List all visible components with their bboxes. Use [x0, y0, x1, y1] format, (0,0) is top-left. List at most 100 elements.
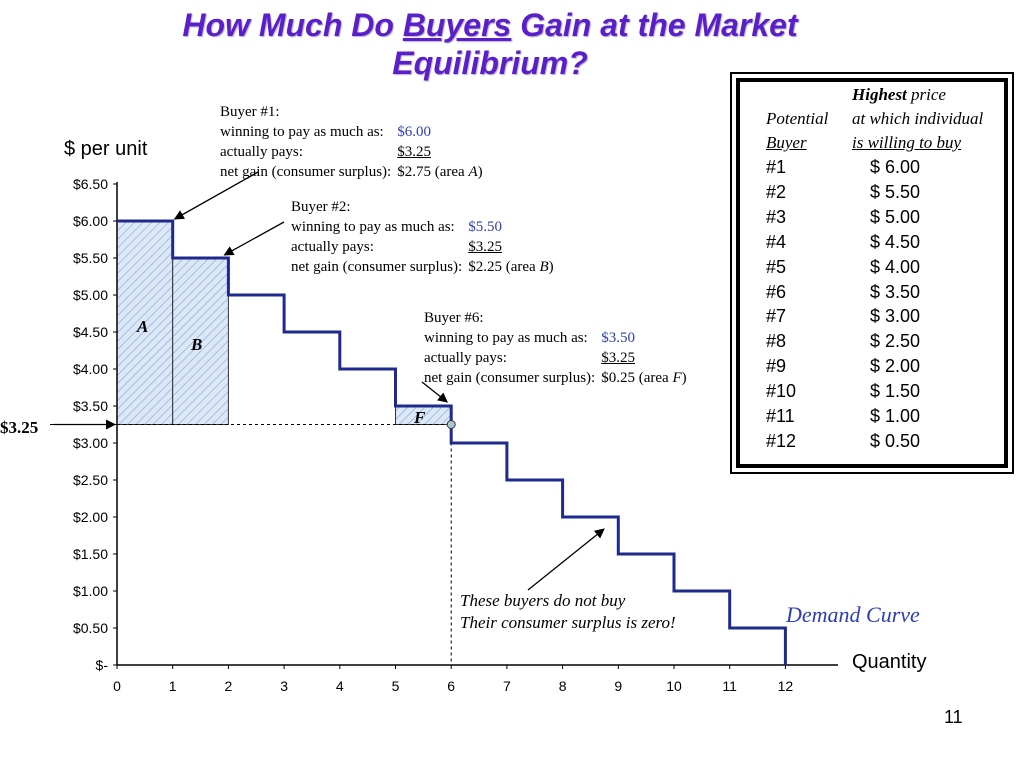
y-tick-label: $5.00 — [73, 287, 108, 303]
x-axis-label: Quantity — [852, 651, 927, 673]
buyer-6-pays-value: $3.25 — [601, 350, 635, 366]
non-buyers-arrow — [527, 528, 605, 591]
x-tick-label: 7 — [503, 678, 511, 694]
page-number: 11 — [944, 707, 963, 727]
legend-price-4: $ 4.50 — [870, 231, 921, 252]
legend-buyer-11: #11 — [766, 406, 795, 426]
buyer-6-gain-value: $0.25 (area — [601, 370, 673, 386]
buyer-1-heading: Buyer #1: — [220, 104, 280, 120]
x-tick-label: 3 — [280, 678, 288, 694]
title-part2: Gain at the Market — [511, 7, 798, 43]
y-tick-label: $2.50 — [73, 472, 108, 488]
area-label-b: B — [191, 335, 203, 354]
legend-buyer-6: #6 — [766, 281, 787, 302]
buyer-6-note: Buyer #6: winning to pay as much as: $3.5… — [424, 308, 693, 388]
y-tick-label: $3.50 — [73, 398, 108, 414]
x-tick-label: 11 — [722, 678, 737, 694]
legend-price-11: $ 1.00 — [870, 406, 921, 426]
x-tick-label: 8 — [559, 678, 567, 694]
y-tick-label: $3.00 — [73, 435, 108, 451]
legend-price-8: $ 2.50 — [870, 331, 921, 352]
equilibrium-price-label: $3.25 — [0, 418, 39, 437]
legend-buyer-5: #5 — [766, 256, 787, 277]
legend-price-12: $ 0.50 — [870, 430, 921, 451]
buyer-1-willing-label: winning to pay as much as: — [220, 124, 384, 140]
legend-header-price: price — [906, 85, 946, 104]
x-tick-label: 6 — [447, 678, 455, 694]
legend-buyer-2: #2 — [766, 181, 787, 202]
legend-table — [730, 72, 1014, 474]
legend-price-6: $ 3.50 — [870, 281, 921, 302]
legend-header-price-line1: Highest price — [852, 83, 946, 107]
x-tick-label: 0 — [113, 678, 121, 694]
demand-curve — [117, 219, 787, 665]
non-buyers-note: These buyers do not buy Their consumer s… — [460, 590, 676, 634]
legend-buyer-10: #10 — [766, 381, 797, 402]
legend-header-price-line3: is willing to buy — [852, 133, 962, 152]
x-tick-label: 9 — [614, 678, 622, 694]
buyer-6-pays-label: actually pays: — [424, 350, 507, 366]
legend-price-7: $ 3.00 — [870, 306, 921, 327]
x-tick-label: 1 — [169, 678, 177, 694]
x-tick-label: 2 — [225, 678, 233, 694]
legend-buyer-12: #12 — [766, 430, 797, 451]
buyer-1-arrow — [173, 171, 259, 220]
buyer-2-arrow — [223, 221, 285, 256]
x-tick-label: 5 — [392, 678, 400, 694]
buyer-1-willing-value: $6.00 — [397, 124, 431, 140]
equilibrium-point — [446, 420, 456, 429]
buyer-1-gain-label: net gain (consumer surplus): — [220, 164, 392, 180]
buyer-1-gain-area: A — [468, 164, 478, 180]
y-tick-label: $5.50 — [73, 250, 108, 266]
buyer-2-willing-label: winning to pay as much as: — [291, 219, 455, 235]
legend-buyer-3: #3 — [766, 206, 787, 227]
buyer-1-pays-value: $3.25 — [397, 144, 431, 160]
slide-title: How Much Do Buyers Gain at the Market Eq… — [130, 6, 850, 82]
non-buyers-line-1: These buyers do not buy — [460, 591, 626, 610]
x-tick-label: 12 — [778, 678, 794, 694]
legend-buyer-4: #4 — [766, 231, 787, 252]
legend-header-highest: Highest — [852, 85, 907, 104]
buyer-2-gain-label: net gain (consumer surplus): — [291, 259, 463, 275]
y-tick-label: $1.00 — [73, 583, 108, 599]
buyer-2-willing-value: $5.50 — [468, 219, 502, 235]
legend-header-buyer: Buyer — [766, 133, 807, 152]
x-tick-label: 10 — [666, 678, 682, 694]
y-tick-label: $- — [96, 657, 109, 673]
legend-price-5: $ 4.00 — [870, 256, 921, 277]
legend-header-price-line2: at which individual — [852, 109, 984, 128]
non-buyers-line-2: Their consumer surplus is zero! — [460, 613, 676, 632]
legend-buyer-8: #8 — [766, 331, 787, 352]
area-label-f: F — [414, 408, 426, 427]
buyer-6-willing-label: winning to pay as much as: — [424, 330, 588, 346]
y-tick-label: $0.50 — [73, 620, 108, 636]
buyer-2-heading: Buyer #2: — [291, 199, 351, 215]
title-line2: Equilibrium? — [392, 45, 588, 81]
legend-header-potential: Potential — [766, 109, 829, 128]
buyer-6-willing-value: $3.50 — [601, 330, 635, 346]
y-tick-label: $6.00 — [73, 213, 108, 229]
legend-price-1: $ 6.00 — [870, 157, 921, 177]
buyer-1-gain-value: $2.75 (area — [397, 164, 469, 180]
y-axis-label: $ per unit — [64, 138, 148, 160]
buyer-2-pays-label: actually pays: — [291, 239, 374, 255]
buyer-2-pays-value: $3.25 — [468, 239, 502, 255]
y-tick-label: $6.50 — [73, 176, 108, 192]
title-underlined: Buyers — [402, 7, 512, 43]
x-tick-label: 4 — [336, 678, 344, 694]
buyer-6-gain-area: F — [672, 370, 682, 386]
legend-buyer-1: #1 — [766, 157, 787, 177]
buyer-6-gain-close: ) — [681, 370, 687, 386]
legend-price-3: $ 5.00 — [870, 206, 921, 227]
y-tick-label: $1.50 — [73, 546, 108, 562]
y-tick-label: $4.00 — [73, 361, 108, 377]
buyer-1-gain-close: ) — [477, 164, 483, 180]
surplus-area-a — [116, 220, 174, 425]
buyer-2-note: Buyer #2: winning to pay as much as: $5.5… — [291, 197, 560, 277]
demand-curve-label: Demand Curve — [786, 602, 920, 627]
buyer-1-note: Buyer #1: winning to pay as much as: $6.0… — [220, 102, 489, 182]
y-tick-label: $2.00 — [73, 509, 108, 525]
legend-buyer-7: #7 — [766, 306, 787, 327]
legend-inner-border — [736, 78, 1008, 468]
